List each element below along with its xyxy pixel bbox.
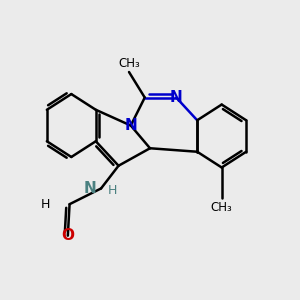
Text: H: H [107, 184, 117, 197]
Text: H: H [40, 198, 50, 211]
Text: O: O [61, 228, 74, 243]
Text: N: N [170, 90, 183, 105]
Text: N: N [124, 118, 137, 133]
Text: CH₃: CH₃ [118, 57, 140, 70]
Text: N: N [84, 181, 97, 196]
Text: CH₃: CH₃ [211, 201, 232, 214]
